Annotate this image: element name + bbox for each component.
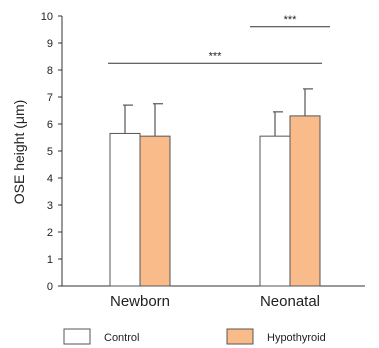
legend-swatch xyxy=(63,328,91,345)
y-tick-label: 7 xyxy=(47,92,53,104)
legend-swatch xyxy=(226,328,254,345)
error-bars-group xyxy=(123,88,313,137)
y-tick-label: 1 xyxy=(47,254,53,266)
legend-label: Control xyxy=(104,332,139,344)
y-tick-label: 4 xyxy=(47,173,53,185)
bar xyxy=(109,132,141,287)
legend-label: Hypothyroid xyxy=(267,332,326,344)
category-labels: Newborn Neonatal xyxy=(110,293,320,310)
legend: Control Hypothyroid xyxy=(63,328,326,345)
y-tick-label: 10 xyxy=(41,11,53,23)
bar xyxy=(139,135,171,287)
axes: OSE height (μm) 0 1 2 3 4 5 6 7 8 9 10 xyxy=(11,11,365,293)
significance-label: *** xyxy=(209,50,223,62)
significance-group: *** *** xyxy=(108,14,330,64)
y-tick-label: 2 xyxy=(47,227,53,239)
category-label: Neonatal xyxy=(260,293,320,310)
bar xyxy=(289,115,321,287)
bars-group xyxy=(109,115,321,287)
y-tick-label: 5 xyxy=(47,146,53,158)
y-tick-label: 8 xyxy=(47,65,53,77)
y-tick-label: 0 xyxy=(47,281,53,293)
significance-label: *** xyxy=(284,14,298,26)
y-tick-label: 6 xyxy=(47,119,53,131)
bar xyxy=(259,135,291,287)
category-label: Newborn xyxy=(110,293,170,310)
y-tick-label: 9 xyxy=(47,38,53,50)
y-axis-label: OSE height (μm) xyxy=(11,100,27,205)
y-tick-label: 3 xyxy=(47,200,53,212)
